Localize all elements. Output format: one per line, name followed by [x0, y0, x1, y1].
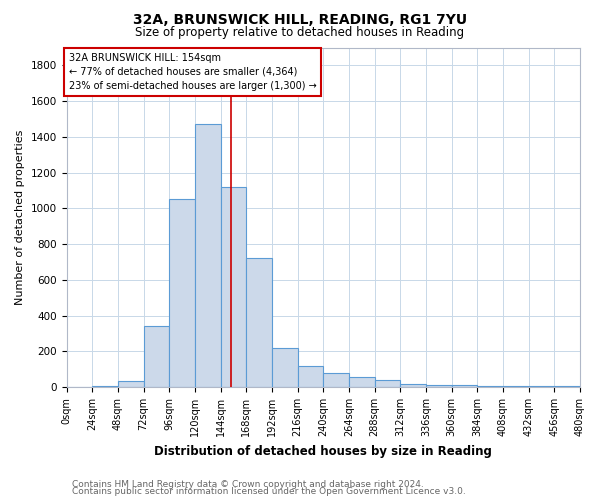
Text: Contains HM Land Registry data © Crown copyright and database right 2024.: Contains HM Land Registry data © Crown c…	[72, 480, 424, 489]
Bar	[374, 380, 400, 387]
Bar	[529, 386, 554, 387]
X-axis label: Distribution of detached houses by size in Reading: Distribution of detached houses by size …	[154, 444, 492, 458]
Text: Contains public sector information licensed under the Open Government Licence v3: Contains public sector information licen…	[72, 487, 466, 496]
Text: Size of property relative to detached houses in Reading: Size of property relative to detached ho…	[136, 26, 464, 39]
Bar	[400, 384, 426, 387]
Bar	[143, 326, 169, 387]
Text: 32A BRUNSWICK HILL: 154sqm
← 77% of detached houses are smaller (4,364)
23% of s: 32A BRUNSWICK HILL: 154sqm ← 77% of deta…	[68, 53, 316, 91]
Bar	[349, 378, 374, 387]
Bar	[298, 366, 323, 387]
Y-axis label: Number of detached properties: Number of detached properties	[15, 130, 25, 305]
Bar	[426, 386, 452, 387]
Bar	[503, 386, 529, 387]
Bar	[478, 386, 503, 387]
Bar	[554, 386, 580, 387]
Bar	[452, 386, 478, 387]
Bar	[92, 386, 118, 387]
Bar	[118, 381, 143, 387]
Bar	[323, 373, 349, 387]
Text: 32A, BRUNSWICK HILL, READING, RG1 7YU: 32A, BRUNSWICK HILL, READING, RG1 7YU	[133, 12, 467, 26]
Bar	[221, 187, 246, 387]
Bar	[195, 124, 221, 387]
Bar	[272, 348, 298, 387]
Bar	[169, 200, 195, 387]
Bar	[246, 258, 272, 387]
